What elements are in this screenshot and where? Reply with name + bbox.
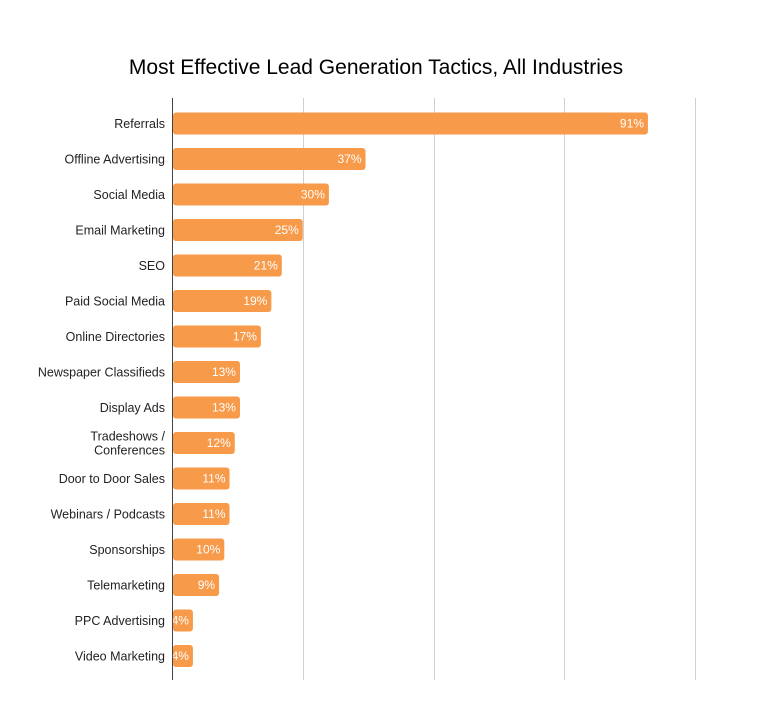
category-label-13: Telemarketing	[87, 579, 165, 593]
value-label-6: 17%	[233, 330, 257, 344]
category-label-15: Video Marketing	[75, 650, 165, 664]
category-label-line: Tradeshows /	[90, 430, 165, 444]
bar-0	[173, 112, 648, 135]
value-label-9: 12%	[207, 436, 231, 450]
value-label-2: 30%	[301, 188, 325, 202]
bar-4	[173, 254, 282, 277]
value-label-10: 11%	[202, 472, 225, 486]
bar-10	[173, 467, 230, 490]
value-label-7: 13%	[212, 365, 236, 379]
bar-1	[173, 148, 366, 170]
category-label-6: Online Directories	[66, 330, 165, 344]
category-label-10: Door to Door Sales	[59, 472, 165, 486]
category-label-4: SEO	[139, 259, 166, 273]
bar-3	[173, 219, 303, 241]
bar-15	[173, 645, 193, 667]
bar-11	[173, 503, 230, 525]
category-label-7: Newspaper Classifieds	[38, 366, 165, 380]
category-label-11: Webinars / Podcasts	[51, 508, 165, 522]
value-label-12: 10%	[196, 543, 220, 557]
value-label-5: 19%	[243, 294, 267, 308]
value-label-0: 91%	[620, 117, 644, 131]
category-labels: Referrals Offline Advertising Social Media…	[38, 117, 166, 664]
bar-13	[173, 574, 220, 596]
gridlines	[303, 98, 696, 680]
category-label-3: Email Marketing	[75, 224, 165, 238]
category-label-line: Conferences	[94, 444, 165, 458]
value-label-3: 25%	[275, 223, 299, 237]
value-label-4: 21%	[254, 259, 278, 273]
bar-5	[173, 290, 272, 312]
value-label-14: 4%	[172, 614, 190, 628]
value-label-11: 11%	[202, 507, 225, 521]
bar-9	[173, 432, 235, 454]
category-label-8: Display Ads	[100, 401, 165, 415]
bar-6	[173, 325, 261, 348]
value-label-13: 9%	[198, 578, 216, 592]
bar-12	[173, 538, 225, 561]
chart-title: Most Effective Lead Generation Tactics, …	[129, 56, 623, 79]
category-label-1: Offline Advertising	[64, 153, 165, 167]
value-label-1: 37%	[337, 152, 361, 166]
category-label-0: Referrals	[114, 117, 165, 131]
category-label-9: Tradeshows / Conferences	[90, 430, 165, 458]
bars	[173, 112, 648, 667]
bar-2	[173, 183, 329, 206]
bar-7	[173, 361, 240, 383]
value-label-15: 4%	[172, 649, 190, 663]
bar-14	[173, 609, 193, 632]
category-label-5: Paid Social Media	[65, 295, 165, 309]
category-label-12: Sponsorships	[89, 543, 165, 557]
category-label-2: Social Media	[93, 188, 165, 202]
category-label-14: PPC Advertising	[75, 614, 165, 628]
value-label-8: 13%	[212, 401, 236, 415]
bar-8	[173, 396, 240, 419]
value-labels: 91% 37% 30% 25% 21% 19% 17% 13% 13% 12% 11% 11% 10% 9…	[172, 117, 645, 664]
